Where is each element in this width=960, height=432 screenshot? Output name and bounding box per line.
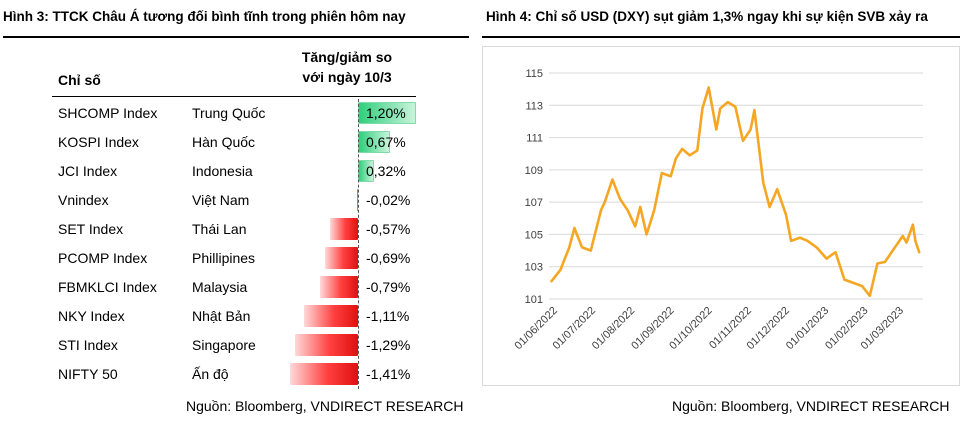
header-change: Tăng/giảm so với ngày 10/3 bbox=[272, 47, 422, 87]
table-row: STI Index Singapore -1,29% bbox=[0, 331, 472, 360]
table-row: Vnindex Việt Nam -0,02% bbox=[0, 186, 472, 215]
country-name: Việt Nam bbox=[192, 192, 250, 208]
index-name: KOSPI Index bbox=[58, 134, 139, 150]
country-name: Indonesia bbox=[192, 163, 253, 179]
country-name: Nhật Bản bbox=[192, 308, 251, 324]
table-row: SET Index Thái Lan -0,57% bbox=[0, 215, 472, 244]
bar bbox=[289, 363, 358, 385]
index-name: JCI Index bbox=[58, 163, 118, 179]
header-rule bbox=[52, 96, 416, 97]
index-name: SHCOMP Index bbox=[58, 105, 158, 121]
table-row: KOSPI Index Hàn Quốc 0,67% bbox=[0, 128, 472, 157]
left-panel: Hình 3: TTCK Châu Á tương đối bình tĩnh … bbox=[0, 0, 472, 432]
y-tick-label: 103 bbox=[525, 262, 543, 274]
bar bbox=[356, 189, 358, 211]
value-label: -1,41% bbox=[366, 366, 411, 382]
y-tick-label: 101 bbox=[525, 294, 543, 306]
header-change-line2: với ngày 10/3 bbox=[302, 69, 392, 85]
header-change-line1: Tăng/giảm so bbox=[301, 49, 393, 65]
header-index: Chỉ số bbox=[58, 72, 101, 88]
index-name: SET Index bbox=[58, 221, 124, 237]
value-label: -1,11% bbox=[366, 308, 410, 324]
y-tick-label: 113 bbox=[525, 100, 543, 112]
right-title-rule bbox=[482, 36, 960, 38]
index-name: FBMKLCI Index bbox=[58, 279, 157, 295]
value-label: -0,69% bbox=[366, 250, 411, 266]
country-name: Phillipines bbox=[192, 250, 256, 266]
country-name: Singapore bbox=[192, 337, 256, 353]
table-row: NKY Index Nhật Bản -1,11% bbox=[0, 302, 472, 331]
bar bbox=[304, 305, 358, 327]
left-title-rule bbox=[3, 36, 469, 38]
zero-axis bbox=[358, 99, 360, 389]
bar bbox=[330, 218, 358, 240]
value-label: -0,02% bbox=[366, 192, 411, 208]
index-name: STI Index bbox=[58, 337, 118, 353]
left-figure-title: Hình 3: TTCK Châu Á tương đối bình tĩnh … bbox=[3, 9, 406, 24]
dxy-series-line bbox=[550, 86, 921, 298]
value-label: 1,20% bbox=[366, 105, 406, 121]
value-label: 0,67% bbox=[366, 134, 406, 150]
index-name: PCOMP Index bbox=[58, 250, 148, 266]
y-tick-label: 105 bbox=[525, 229, 543, 241]
y-tick-label: 111 bbox=[526, 133, 543, 145]
value-label: -0,57% bbox=[366, 221, 411, 237]
value-label: -0,79% bbox=[366, 279, 411, 295]
country-name: Hàn Quốc bbox=[192, 134, 256, 150]
index-name: NKY Index bbox=[58, 308, 125, 324]
right-panel: Hình 4: Chỉ số USD (DXY) sụt giảm 1,3% n… bbox=[482, 0, 960, 432]
index-name: NIFTY 50 bbox=[58, 366, 118, 382]
line-chart: 10110310510710911111311501/06/202201/07/… bbox=[513, 68, 923, 352]
table-row: FBMKLCI Index Malaysia -0,79% bbox=[0, 273, 472, 302]
left-source: Nguồn: Bloomberg, VNDIRECT RESEARCH bbox=[186, 398, 464, 414]
value-label: 0,32% bbox=[366, 163, 406, 179]
country-name: Ấn độ bbox=[192, 366, 229, 382]
table-row: JCI Index Indonesia 0,32% bbox=[0, 157, 472, 186]
value-label: -1,29% bbox=[366, 337, 411, 353]
country-name: Thái Lan bbox=[192, 221, 247, 237]
bar bbox=[324, 247, 358, 269]
bar bbox=[319, 276, 358, 298]
bar bbox=[295, 334, 358, 356]
country-name: Trung Quốc bbox=[192, 105, 266, 121]
table-row: NIFTY 50 Ấn độ -1,41% bbox=[0, 360, 472, 389]
right-source: Nguồn: Bloomberg, VNDIRECT RESEARCH bbox=[672, 398, 950, 414]
y-tick-label: 109 bbox=[525, 165, 543, 177]
table-row: PCOMP Index Phillipines -0,69% bbox=[0, 244, 472, 273]
country-name: Malaysia bbox=[192, 279, 248, 295]
right-figure-title: Hình 4: Chỉ số USD (DXY) sụt giảm 1,3% n… bbox=[486, 9, 928, 24]
table-row: SHCOMP Index Trung Quốc 1,20% bbox=[0, 99, 472, 128]
y-tick-label: 107 bbox=[525, 197, 543, 209]
index-name: Vnindex bbox=[58, 192, 109, 208]
line-chart-frame: 101 103 105 107 109 111 113 115 01/06/2022 01/07/… bbox=[482, 46, 960, 386]
y-tick-label: 115 bbox=[525, 68, 543, 80]
